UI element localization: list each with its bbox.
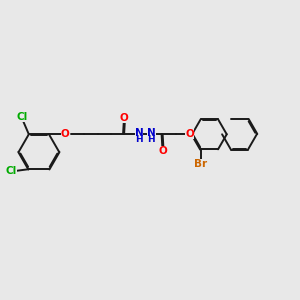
Text: Cl: Cl [6,166,17,176]
Text: N: N [134,128,143,138]
Text: O: O [120,112,128,123]
Text: Br: Br [194,159,207,169]
Text: O: O [61,129,69,139]
Text: H: H [148,135,155,144]
Text: Cl: Cl [17,112,28,122]
Text: O: O [158,146,167,156]
Text: N: N [147,128,156,138]
Text: O: O [185,129,194,139]
Text: H: H [135,135,143,144]
